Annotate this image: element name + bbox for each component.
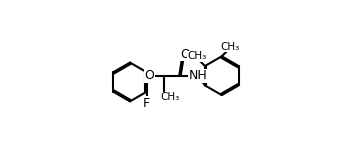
Text: CH₃: CH₃ (220, 42, 240, 52)
Text: O: O (180, 48, 190, 61)
Text: CH₃: CH₃ (187, 51, 206, 61)
Text: NH: NH (189, 69, 207, 82)
Text: CH₃: CH₃ (161, 92, 180, 102)
Text: F: F (143, 97, 150, 110)
Text: O: O (144, 69, 154, 82)
